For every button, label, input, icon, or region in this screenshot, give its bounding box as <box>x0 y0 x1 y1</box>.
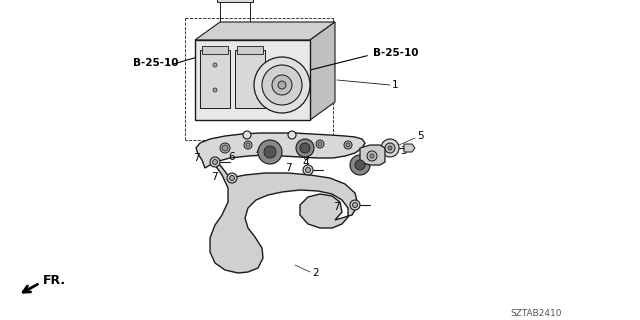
Circle shape <box>350 155 370 175</box>
Text: 7: 7 <box>211 172 218 182</box>
Text: 7: 7 <box>193 153 200 163</box>
Circle shape <box>288 131 296 139</box>
Circle shape <box>262 65 302 105</box>
Text: 6: 6 <box>302 152 308 162</box>
Text: 4: 4 <box>302 158 308 168</box>
Circle shape <box>254 57 310 113</box>
Circle shape <box>388 146 392 150</box>
Text: 2: 2 <box>312 268 319 278</box>
Circle shape <box>300 143 310 153</box>
Text: B-25-10: B-25-10 <box>133 58 179 68</box>
Circle shape <box>385 143 395 153</box>
Polygon shape <box>196 133 365 168</box>
Bar <box>217 0 253 2</box>
Circle shape <box>381 139 399 157</box>
Circle shape <box>230 175 234 180</box>
Circle shape <box>296 139 314 157</box>
Circle shape <box>220 143 230 153</box>
Polygon shape <box>360 145 385 165</box>
Circle shape <box>303 165 313 175</box>
Circle shape <box>346 143 350 147</box>
Circle shape <box>350 200 360 210</box>
Circle shape <box>344 141 352 149</box>
Circle shape <box>222 145 228 151</box>
Circle shape <box>212 159 218 164</box>
Bar <box>235 50 265 108</box>
Circle shape <box>316 140 324 148</box>
Circle shape <box>227 173 237 183</box>
Bar <box>202 46 228 54</box>
Circle shape <box>272 75 292 95</box>
Circle shape <box>264 146 276 158</box>
Circle shape <box>213 63 217 67</box>
Bar <box>195 40 310 120</box>
Circle shape <box>355 160 365 170</box>
Text: FR.: FR. <box>43 275 66 287</box>
Circle shape <box>243 131 251 139</box>
Text: 7: 7 <box>285 163 292 173</box>
Circle shape <box>210 157 220 167</box>
Bar <box>237 46 263 54</box>
Circle shape <box>367 151 377 161</box>
Text: 6: 6 <box>228 152 235 162</box>
Text: B-25-10: B-25-10 <box>373 48 419 58</box>
Text: 4: 4 <box>352 163 358 173</box>
Text: 1: 1 <box>392 80 399 90</box>
Polygon shape <box>210 165 358 273</box>
Circle shape <box>278 81 286 89</box>
Text: 4: 4 <box>255 147 262 157</box>
Circle shape <box>370 154 374 158</box>
Circle shape <box>246 143 250 147</box>
Text: SZTAB2410: SZTAB2410 <box>510 309 561 318</box>
Polygon shape <box>310 22 335 120</box>
Circle shape <box>353 203 358 207</box>
Circle shape <box>305 167 310 172</box>
Text: 3: 3 <box>400 146 406 156</box>
Text: 5: 5 <box>417 131 424 141</box>
Polygon shape <box>404 144 415 152</box>
Circle shape <box>318 142 322 146</box>
Text: 7: 7 <box>333 202 340 212</box>
Circle shape <box>213 88 217 92</box>
Bar <box>200 50 230 108</box>
Circle shape <box>258 140 282 164</box>
Polygon shape <box>195 22 335 40</box>
Circle shape <box>244 141 252 149</box>
